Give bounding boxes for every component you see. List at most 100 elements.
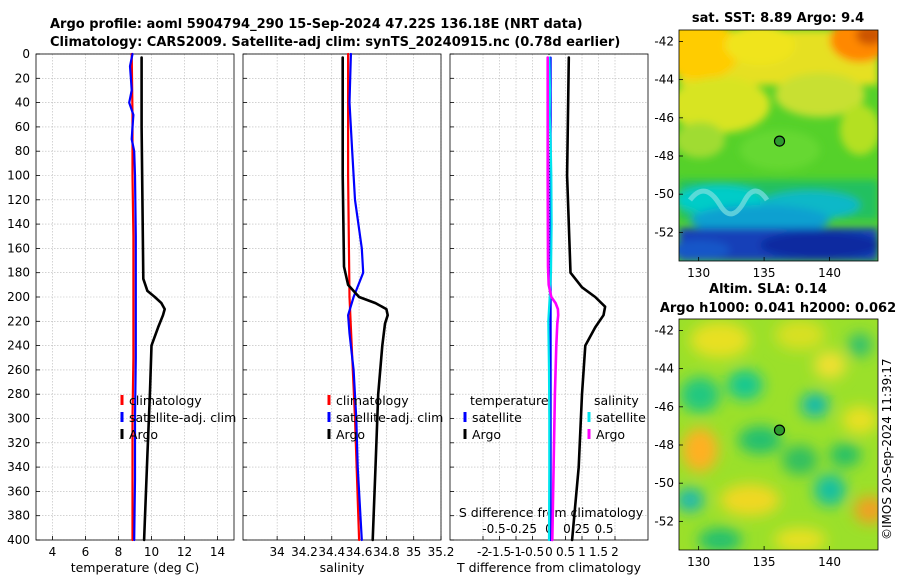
- x-tick-label: -2: [477, 545, 489, 559]
- x-tick-label: -1: [510, 545, 522, 559]
- series-line-temperature-argo: [565, 56, 607, 542]
- sla-map-title-2: Argo h1000: 0.041 h2000: 0.062: [660, 301, 896, 316]
- map-y-tick-label: -42: [654, 34, 674, 48]
- x-tick-label: 10: [144, 545, 159, 559]
- map-y-tick-label: -44: [654, 362, 674, 376]
- x-tick-label: 34.4: [318, 545, 345, 559]
- profile-panels: 0204060801001201401601802002202402602803…: [7, 47, 649, 575]
- sla-map-title-1: Altim. SLA: 0.14: [709, 282, 827, 297]
- map-y-tick-label: -48: [654, 149, 674, 163]
- depth-tick-label: 220: [7, 314, 30, 328]
- legend-label: satellite-adj. clim: [336, 410, 443, 425]
- legend-label: satellite: [472, 410, 522, 425]
- x-tick-label: 1: [578, 545, 586, 559]
- legend-label: Argo: [129, 427, 158, 442]
- map-y-tick-label: -50: [654, 187, 674, 201]
- map-y-tick-label: -50: [654, 476, 674, 490]
- depth-tick-label: 280: [7, 387, 30, 401]
- x-tick-label: 34.6: [346, 545, 373, 559]
- legend-label: satellite: [596, 410, 646, 425]
- map-x-tick-label: 130: [687, 555, 710, 569]
- depth-tick-label: 260: [7, 363, 30, 377]
- x-tick-label: 35.2: [428, 545, 455, 559]
- depth-tick-label: 340: [7, 460, 30, 474]
- legend-label: satellite-adj. clim: [129, 410, 236, 425]
- x-tick-label: -0.5: [521, 545, 544, 559]
- map-x-tick-label: 140: [818, 555, 841, 569]
- map-y-tick-label: -46: [654, 111, 674, 125]
- depth-tick-label: 20: [15, 71, 30, 85]
- sla-map: Altim. SLA: 0.14 Argo h1000: 0.041 h2000…: [654, 282, 896, 569]
- series-line-satellite-adj-clim: [347, 52, 365, 542]
- map-y-tick-label: -42: [654, 323, 674, 337]
- depth-tick-label: 320: [7, 436, 30, 450]
- series-line-satellite-adj-clim: [128, 52, 137, 542]
- depth-tick-label: 300: [7, 412, 30, 426]
- depth-tick-label: 60: [15, 120, 30, 134]
- map-y-tick-label: -52: [654, 514, 674, 528]
- map-y-tick-label: -52: [654, 225, 674, 239]
- series-line-salinity-argo: [546, 56, 560, 542]
- depth-tick-label: 80: [15, 144, 30, 158]
- x-axis-label: salinity: [320, 560, 365, 575]
- x-tick-label: 0: [545, 545, 553, 559]
- depth-tick-label: 380: [7, 509, 30, 523]
- series-line-argo: [341, 56, 390, 542]
- title-line-1: Argo profile: aoml 5904794_290 15-Sep-20…: [50, 17, 583, 32]
- x-tick-label: -1.5: [488, 545, 511, 559]
- sst-map-field: [679, 30, 878, 261]
- map-x-tick-label: 135: [753, 555, 776, 569]
- x-tick-label: 34: [269, 545, 284, 559]
- x-tick-label: 34.8: [373, 545, 400, 559]
- sst-map-axes: 130 135 140 -42 -44 -46 -48 -50 -52: [654, 34, 841, 280]
- depth-tick-label: 400: [7, 533, 30, 547]
- x-tick-label: 6: [82, 545, 90, 559]
- x-axis-label: temperature (deg C): [71, 560, 200, 575]
- sla-map-axes: 130 135 140 -42 -44 -46 -48 -50 -52: [654, 323, 841, 569]
- depth-tick-label: 100: [7, 169, 30, 183]
- x-tick-label: 14: [210, 545, 225, 559]
- depth-tick-label: 240: [7, 339, 30, 353]
- depth-tick-label: 140: [7, 217, 30, 231]
- legend-title-salinity: salinity: [594, 393, 639, 408]
- x2-tick-label: -0.25: [506, 522, 537, 536]
- x-tick-label: 35: [406, 545, 421, 559]
- depth-tick-label: 0: [22, 47, 30, 61]
- series-line-argo: [140, 56, 166, 542]
- legend-label: climatology: [336, 393, 409, 408]
- map-x-tick-label: 140: [818, 266, 841, 280]
- x-tick-label: 0.5: [556, 545, 575, 559]
- depth-tick-label: 200: [7, 290, 30, 304]
- depth-tick-label: 160: [7, 241, 30, 255]
- x-tick-label: 2: [611, 545, 619, 559]
- legend-title-temperature: temperature: [470, 393, 549, 408]
- legend-label: Argo: [336, 427, 365, 442]
- depth-tick-label: 180: [7, 266, 30, 280]
- sst-argo-location-marker: [773, 135, 786, 147]
- depth-tick-label: 360: [7, 484, 30, 498]
- x-tick-label: 4: [49, 545, 57, 559]
- panel-1: 34 34.2 34.4 34.6 34.8 35 35.2 salinity climatol…: [242, 52, 455, 575]
- map-x-tick-label: 135: [753, 266, 776, 280]
- series-line-salinity-satellite: [547, 56, 553, 542]
- legend-label: climatology: [129, 393, 202, 408]
- map-y-tick-label: -48: [654, 438, 674, 452]
- x-tick-label: 12: [177, 545, 192, 559]
- sst-map: sat. SST: 8.89 Argo: 9.4: [654, 11, 879, 280]
- x2-tick-label: -0.5: [482, 522, 505, 536]
- x-axis-label: T difference from climatology: [456, 560, 642, 575]
- sla-map-field: [679, 319, 878, 550]
- depth-tick-label: 120: [7, 193, 30, 207]
- x-tick-label: 8: [115, 545, 123, 559]
- legend-label: Argo: [596, 427, 625, 442]
- map-y-tick-label: -46: [654, 400, 674, 414]
- imos-timestamp: ©IMOS 20-Sep-2024 11:39:17: [880, 358, 894, 540]
- x2-tick-label: 0.25: [563, 522, 590, 536]
- x2-tick-label: 0.5: [594, 522, 613, 536]
- panel-0: 0 20 40 60 80 100 120 140 160 180 200 220 240 260 280 3…: [7, 47, 236, 575]
- sst-map-title: sat. SST: 8.89 Argo: 9.4: [692, 11, 864, 26]
- map-x-tick-label: 130: [687, 266, 710, 280]
- depth-tick-label: 40: [15, 96, 30, 110]
- sla-argo-location-marker: [773, 424, 786, 436]
- title-line-2: Climatology: CARS2009. Satellite-adj cli…: [50, 35, 620, 50]
